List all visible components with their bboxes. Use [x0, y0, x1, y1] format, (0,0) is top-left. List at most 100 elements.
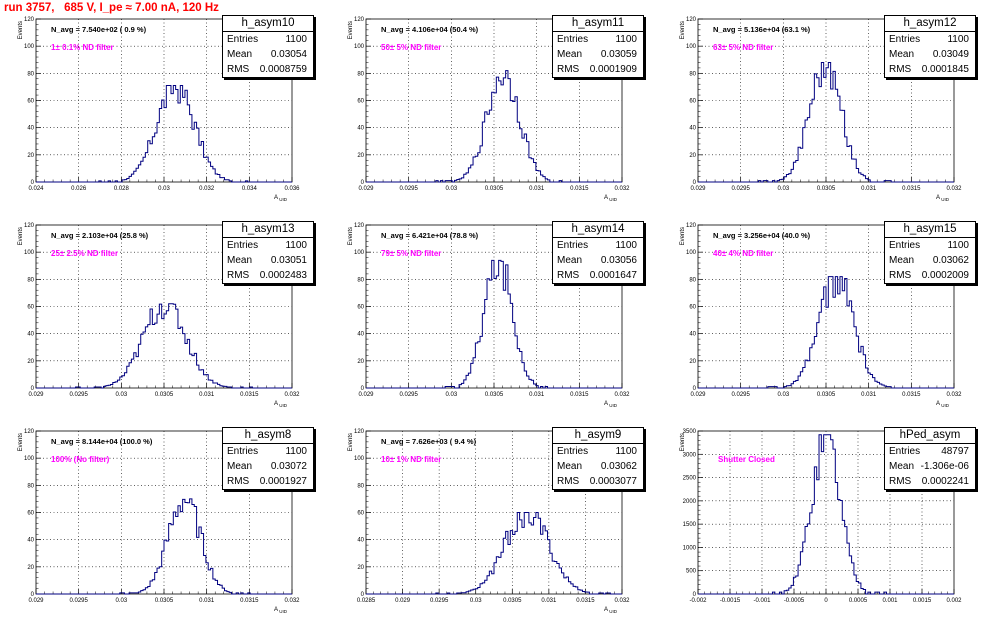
stats-row-mean: Mean 0.03056 [553, 253, 643, 268]
y-tick-label: 20 [689, 153, 696, 159]
histogram-name: h_asym11 [553, 16, 643, 32]
x-tick-label: 0.032 [284, 392, 300, 398]
x-tick-label: 0.0295 [69, 598, 88, 604]
histogram-name: h_asym15 [885, 222, 975, 238]
y-tick-label: 0 [361, 386, 365, 392]
stats-box: h_asym12 Entries 1100 Mean 0.03049 RMS 0.00018… [884, 15, 976, 78]
x-tick-label: 0.032 [946, 392, 962, 398]
histogram-series-h_asym15 [698, 276, 954, 389]
stats-value: 0.0002483 [259, 270, 307, 281]
x-tick-label: 0.0315 [902, 392, 921, 398]
stats-row-rms: RMS 0.0001647 [553, 268, 643, 283]
stats-key: Entries [889, 446, 921, 457]
x-tick-label: 0.029 [358, 186, 374, 192]
navg-label: N_avg = 7.626e+03 ( 9.4 %) [381, 437, 477, 446]
y-tick-label: 60 [357, 511, 364, 517]
stats-value: 0.03062 [932, 255, 969, 266]
y-tick-label: 120 [354, 429, 365, 435]
x-tick-label: 0.028 [114, 186, 130, 192]
stats-key: RMS [557, 476, 580, 487]
y-tick-label: 0 [31, 592, 35, 598]
stats-row-entries: Entries 1100 [553, 444, 643, 459]
stats-row-mean: Mean 0.03059 [553, 47, 643, 62]
filter-label: 79± 5% ND filter [381, 249, 442, 258]
x-tick-label: 0.031 [541, 598, 557, 604]
y-tick-label: 100 [354, 456, 365, 462]
histogram-panel-h_asym8: 0.029 0.0295 0.03 0.0305 0.031 0.0315 0.032 0 20… [0, 427, 330, 617]
stats-key: Entries [889, 240, 921, 251]
x-tick-label: 0.0305 [155, 598, 174, 604]
stats-value: 0.0001845 [921, 64, 969, 75]
x-tick-label: 0.029 [28, 392, 44, 398]
histogram-panel-h_asym10: 0.024 0.026 0.028 0.03 0.032 0.034 0.036 0 20 40 6… [0, 15, 330, 205]
navg-label: N_avg = 3.256e+04 (40.0 %) [713, 231, 811, 240]
y-tick-label: 20 [27, 153, 34, 159]
y-tick-label: 80 [357, 483, 364, 489]
stats-row-entries: Entries 1100 [223, 238, 313, 253]
x-tick-label: 0.0005 [849, 598, 868, 604]
histogram-series-h_asym9 [366, 512, 622, 595]
histogram-panel-h_asym13: 0.029 0.0295 0.03 0.0305 0.031 0.0315 0.032 0 20… [0, 221, 330, 411]
histogram-name: h_asym9 [553, 428, 643, 444]
histogram-name: h_asym10 [223, 16, 313, 32]
y-tick-label: 100 [354, 44, 365, 50]
stats-row-rms: RMS 0.0002241 [885, 474, 975, 489]
y-tick-label: 100 [686, 44, 697, 50]
y-tick-label: 60 [27, 511, 34, 517]
x-tick-label: 0.0315 [902, 186, 921, 192]
stats-row-rms: RMS 0.0001909 [553, 62, 643, 77]
histogram-panel-hPed_asym: -0.002 -0.0015 -0.001 -0.0005 0 0.0005 0.001 0.… [662, 427, 992, 617]
histogram-series-hPed_asym [698, 434, 954, 595]
y-axis-title: Events [680, 433, 686, 451]
y-tick-label: 20 [689, 359, 696, 365]
stats-row-mean: Mean 0.03062 [885, 253, 975, 268]
stats-key: Entries [557, 446, 589, 457]
y-tick-label: 40 [689, 126, 696, 132]
stats-value: 0.03056 [600, 255, 637, 266]
stats-key: Mean [557, 255, 583, 266]
navg-label: N_avg = 6.421e+04 (78.8 %) [381, 231, 479, 240]
x-axis-title: A UID [936, 401, 950, 408]
y-tick-label: 100 [686, 250, 697, 256]
y-tick-label: 40 [689, 332, 696, 338]
y-axis-title: Events [680, 227, 686, 245]
y-tick-label: 60 [357, 99, 364, 105]
navg-label: N_avg = 5.136e+04 (63.1 %) [713, 25, 811, 34]
histogram-plot: 0.029 0.0295 0.03 0.0305 0.031 0.0315 0.032 0 20… [18, 429, 300, 614]
x-tick-label: 0.024 [28, 186, 44, 192]
stats-value: 0.03054 [270, 49, 307, 60]
y-tick-label: 0 [31, 180, 35, 186]
y-tick-label: 2500 [683, 476, 697, 482]
x-axis-title: A UID [274, 607, 288, 614]
y-axis-title: Events [18, 21, 24, 39]
stats-row-entries: Entries 1100 [223, 32, 313, 47]
stats-value: 0.0002241 [921, 476, 969, 487]
x-tick-label: 0.032 [199, 186, 215, 192]
histogram-name: h_asym13 [223, 222, 313, 238]
stats-value: 1100 [947, 240, 969, 251]
x-tick-label: 0.034 [242, 186, 258, 192]
stats-box: h_asym9 Entries 1100 Mean 0.03062 RMS 0.000307… [552, 427, 644, 490]
stats-row-entries: Entries 1100 [223, 444, 313, 459]
y-tick-label: 0 [693, 386, 697, 392]
y-tick-label: 40 [27, 332, 34, 338]
x-tick-label: 0.029 [28, 598, 44, 604]
x-axis-title: A UID [604, 607, 618, 614]
stats-row-mean: Mean 0.03054 [223, 47, 313, 62]
x-tick-label: 0.036 [284, 186, 300, 192]
y-tick-label: 80 [27, 483, 34, 489]
x-axis-title: A UID [604, 195, 618, 202]
x-tick-label: 0.002 [946, 598, 962, 604]
x-tick-label: -0.0015 [720, 598, 741, 604]
filter-label: 100% (No filter) [51, 455, 110, 464]
navg-label: N_avg = 8.144e+04 (100.0 %) [51, 437, 153, 446]
x-tick-label: 0.031 [861, 392, 877, 398]
x-tick-label: -0.002 [689, 598, 707, 604]
histogram-panel-h_asym11: 0.029 0.0295 0.03 0.0305 0.031 0.0315 0.032 0 20… [330, 15, 660, 205]
y-tick-label: 100 [24, 250, 35, 256]
x-tick-label: 0.029 [690, 186, 706, 192]
y-tick-label: 100 [24, 456, 35, 462]
y-tick-label: 3500 [683, 429, 697, 435]
x-tick-label: 0.032 [614, 598, 630, 604]
stats-row-mean: Mean 0.03062 [553, 459, 643, 474]
